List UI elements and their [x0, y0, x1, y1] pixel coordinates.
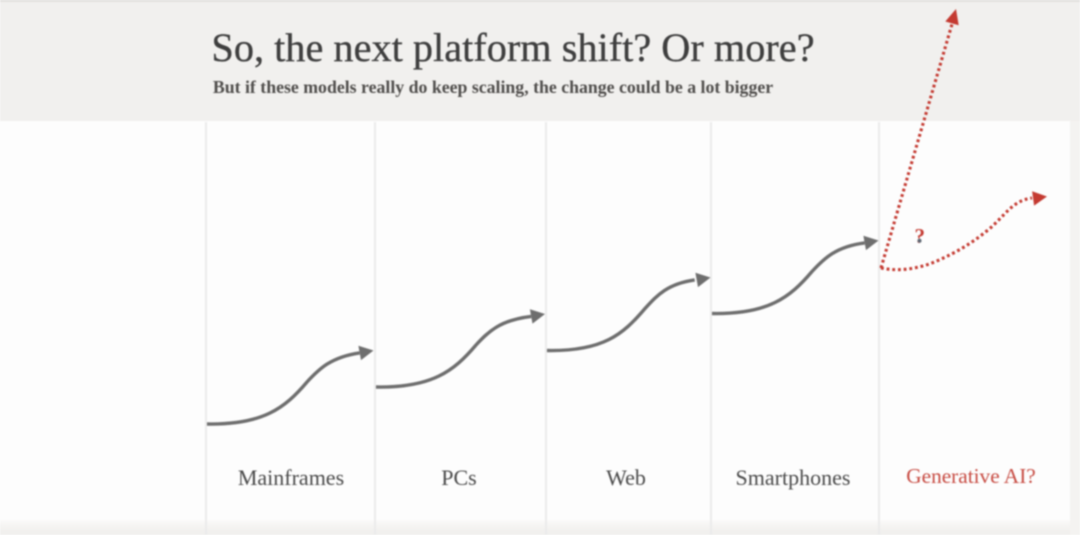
svg-text:?: ?	[915, 224, 926, 248]
